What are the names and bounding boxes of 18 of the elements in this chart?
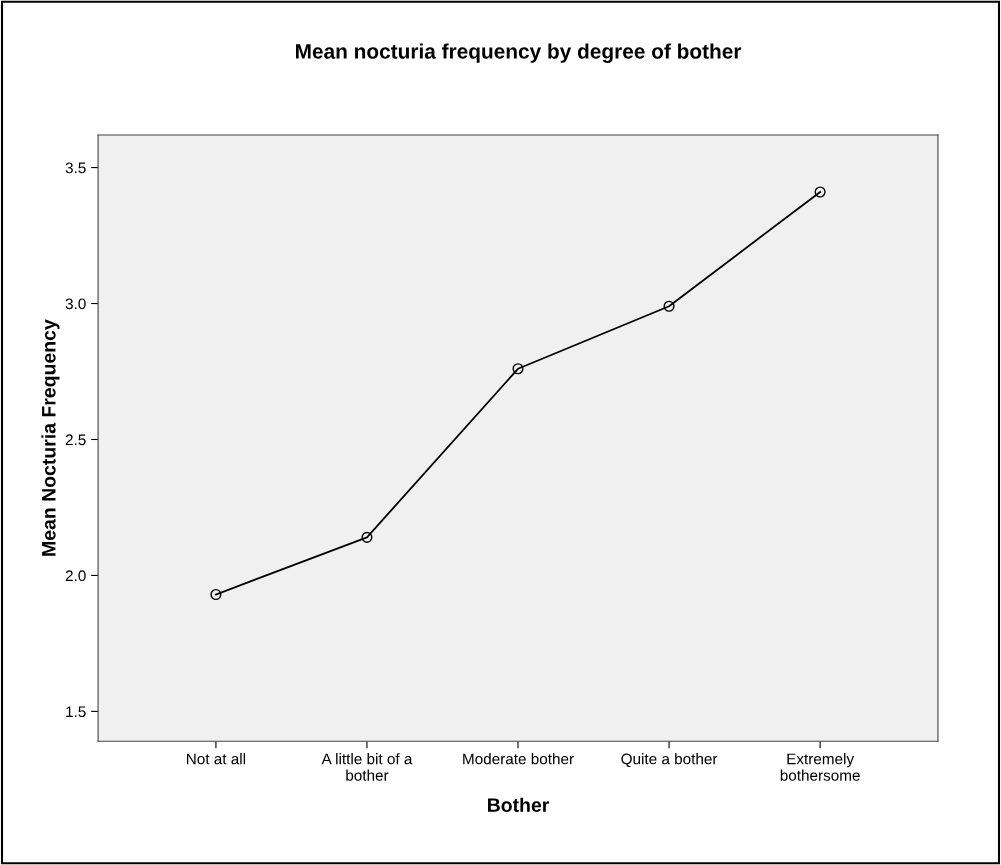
y-tick-label: 3.0 [65, 298, 86, 310]
point [814, 186, 826, 198]
point [663, 300, 675, 312]
x-tick-label: A little bit of a bother [321, 753, 413, 781]
x-tick-label: Not at all [187, 753, 246, 765]
point [210, 588, 222, 601]
x-tick-label: Extremely bothersome [780, 753, 860, 781]
x-tick-label: Moderate bother [463, 753, 574, 765]
chart-title: Mean nocturia frequency by degree of bother [296, 43, 742, 63]
y-tick-label: 2.5 [65, 434, 86, 446]
y-tick-label: 2.0 [65, 570, 86, 582]
point [361, 531, 373, 543]
y-axis-title: Mean Nocturia Frequency [41, 319, 60, 556]
y-tick-label: 3.5 [65, 162, 86, 174]
x-tick-label: Quite a bother [621, 753, 718, 768]
x-axis-title: Bother [487, 797, 550, 812]
point [512, 363, 524, 375]
y-tick-label: 1.5 [66, 706, 86, 718]
